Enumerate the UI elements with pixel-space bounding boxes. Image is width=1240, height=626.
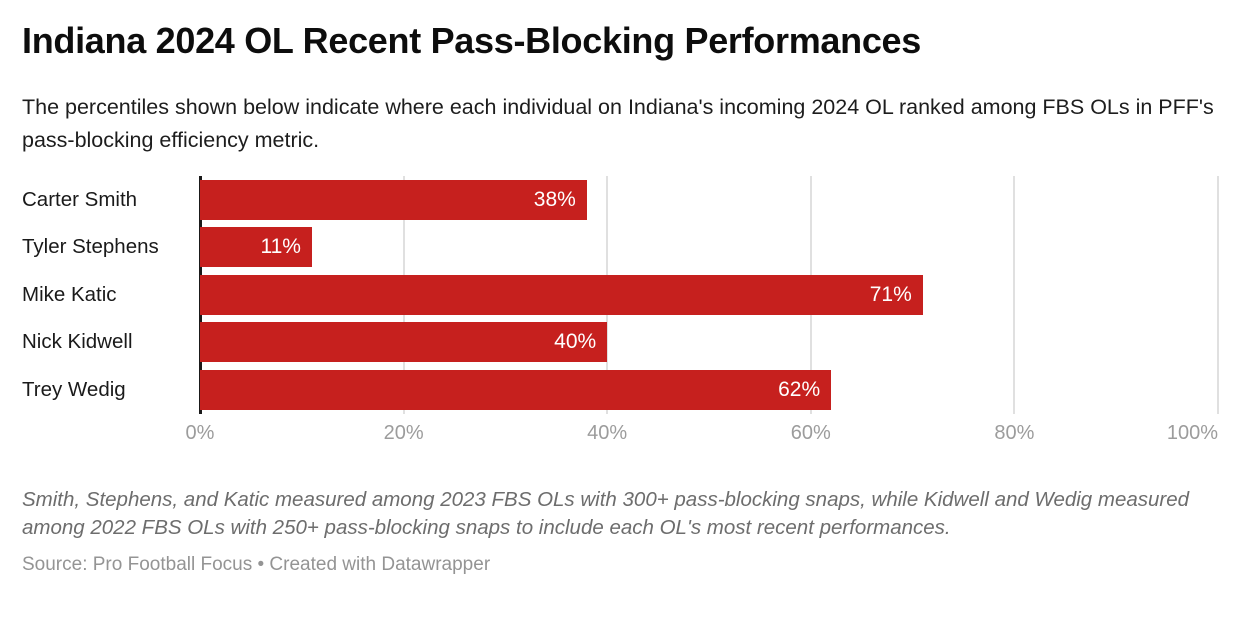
bar: 62% [200,369,832,410]
bar: 71% [200,274,923,315]
bar-value-label: 11% [260,235,301,259]
x-tick-label: 0% [185,421,215,444]
category-label: Trey Wedig [22,377,126,401]
x-tick-label: 80% [994,421,1035,444]
category-label: Tyler Stephens [22,235,159,259]
bar-chart: Carter Smith 38% Tyler Stephens 11% Mike Kat… [22,176,1219,448]
bar-value-label: 38% [533,187,576,211]
x-tick-label: 40% [587,421,628,444]
x-axis: 0% 20% 40% 60% 80% 100% [186,421,1218,448]
gridline [1013,176,1016,414]
plot-area: Carter Smith 38% Tyler Stephens 11% Mike Kat… [22,176,1219,414]
bar: 11% [200,227,312,268]
bar: 38% [200,179,587,220]
chart-footnote: Smith, Stephens, and Katic measured amon… [22,487,1190,540]
x-tick-label: 100% [1166,421,1218,444]
bar-track: 62% [200,369,1218,410]
category-label: Mike Katic [22,282,117,306]
x-tick-label: 20% [383,421,424,444]
bar-track: 40% [200,322,1218,363]
chart-row: Tyler Stephens 11% [22,224,1218,272]
bar-track: 11% [200,227,1218,268]
chart-row: Mike Katic 71% [22,271,1218,319]
source-line: Source: Pro Football Focus • Created wit… [22,553,491,575]
bar: 40% [200,322,608,363]
bar-track: 38% [200,179,1218,220]
chart-row: Carter Smith 38% [22,176,1218,224]
chart-title: Indiana 2024 OL Recent Pass-Blocking Per… [22,20,921,61]
chart-row: Nick Kidwell 40% [22,319,1218,367]
bar-track: 71% [200,274,1218,315]
bar-value-label: 40% [554,330,597,354]
gridline [1217,176,1219,414]
bar-value-label: 71% [869,282,912,306]
category-label: Carter Smith [22,187,138,211]
bar-value-label: 62% [778,377,821,401]
x-tick-label: 60% [790,421,831,444]
chart-row: Trey Wedig 62% [22,366,1218,414]
bar-rows: Carter Smith 38% Tyler Stephens 11% Mike Kat… [22,176,1218,414]
category-label: Nick Kidwell [22,330,133,354]
chart-subtitle: The percentiles shown below indicate whe… [22,95,1214,152]
